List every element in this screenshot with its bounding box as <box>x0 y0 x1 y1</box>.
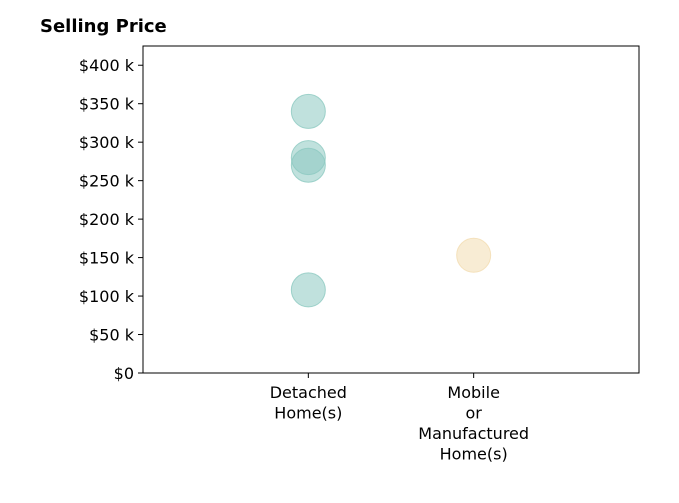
y-tick-label: $400 k <box>79 56 135 75</box>
plot-frame <box>142 45 640 374</box>
y-tick-label: $250 k <box>79 172 135 191</box>
y-tick-label: $150 k <box>79 249 135 268</box>
y-tick-label: $200 k <box>79 210 135 229</box>
y-tick-label: $0 <box>114 364 134 383</box>
y-tick-label: $350 k <box>79 95 135 114</box>
chart-title: Selling Price <box>40 16 167 37</box>
x-tick-label: Detached Home(s) <box>270 383 347 423</box>
y-tick-label: $300 k <box>79 133 135 152</box>
data-point <box>456 237 492 273</box>
y-tick-label: $50 k <box>89 326 135 345</box>
data-point <box>290 93 326 129</box>
data-point <box>290 147 326 183</box>
x-tick-label: Mobile or Manufactured Home(s) <box>418 383 529 464</box>
data-point <box>290 272 326 308</box>
y-tick-label: $100 k <box>79 287 135 306</box>
